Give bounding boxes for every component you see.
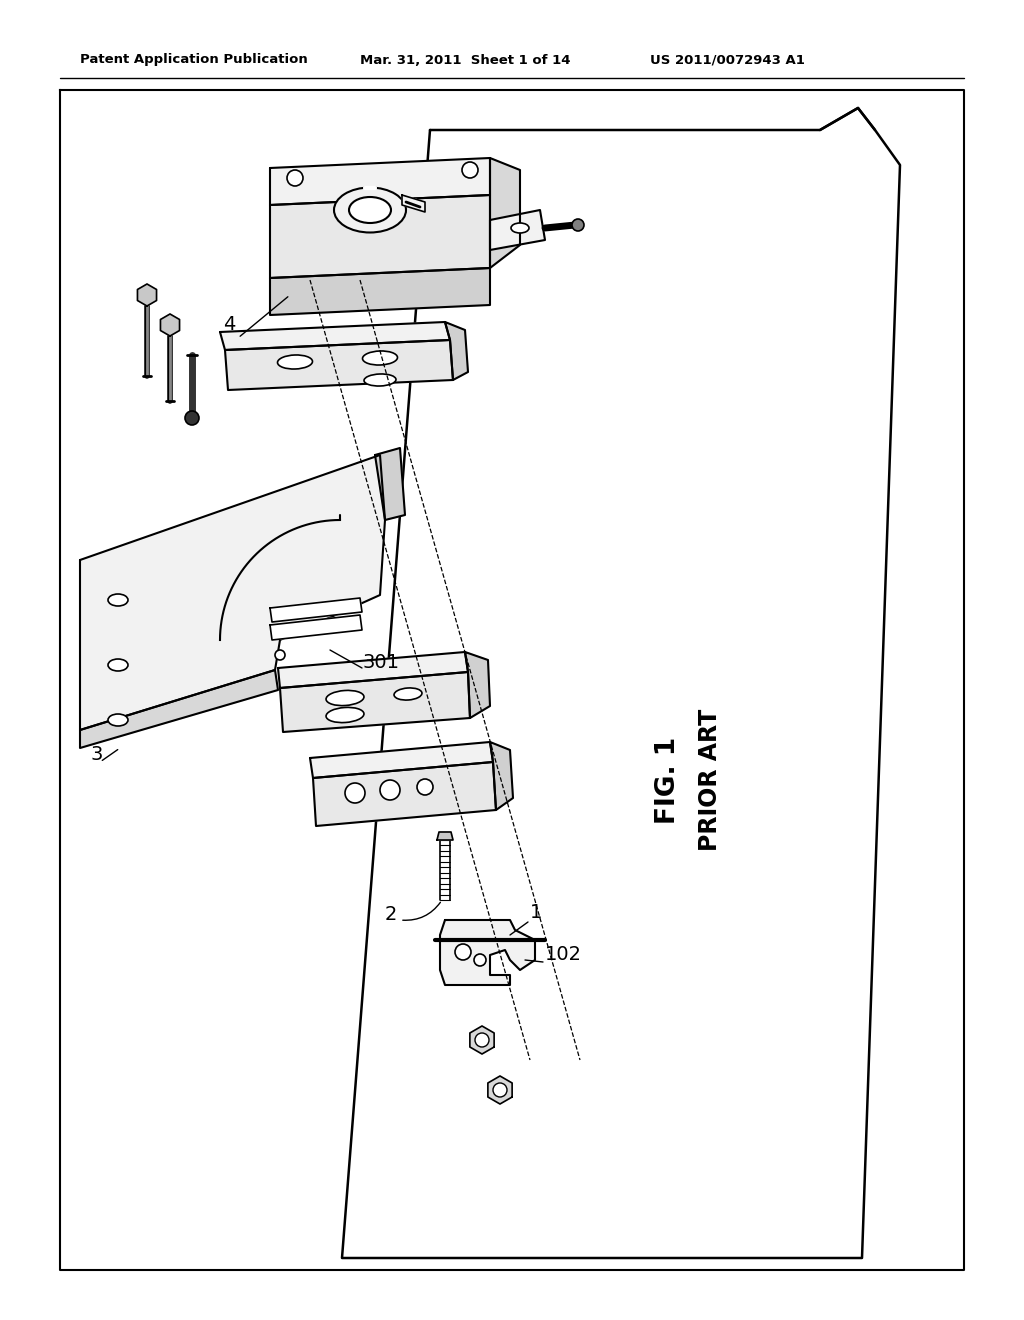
Text: 1: 1: [530, 903, 543, 921]
Polygon shape: [220, 322, 450, 350]
Text: 301: 301: [362, 653, 399, 672]
Ellipse shape: [326, 690, 364, 706]
Text: Patent Application Publication: Patent Application Publication: [80, 54, 308, 66]
Polygon shape: [137, 284, 157, 306]
Polygon shape: [402, 195, 425, 213]
Polygon shape: [490, 158, 520, 268]
Circle shape: [455, 944, 471, 960]
Polygon shape: [313, 762, 496, 826]
Ellipse shape: [362, 351, 397, 366]
Polygon shape: [445, 322, 468, 380]
Ellipse shape: [108, 714, 128, 726]
Circle shape: [417, 779, 433, 795]
Circle shape: [185, 411, 199, 425]
Polygon shape: [470, 1026, 495, 1053]
Ellipse shape: [108, 594, 128, 606]
Polygon shape: [375, 447, 406, 520]
Ellipse shape: [394, 688, 422, 700]
Polygon shape: [280, 672, 470, 733]
Polygon shape: [270, 598, 362, 622]
Polygon shape: [270, 268, 490, 315]
Polygon shape: [487, 1076, 512, 1104]
Polygon shape: [161, 314, 179, 337]
Text: Mar. 31, 2011  Sheet 1 of 14: Mar. 31, 2011 Sheet 1 of 14: [360, 54, 570, 66]
Ellipse shape: [278, 355, 312, 370]
Polygon shape: [270, 158, 490, 205]
Circle shape: [572, 219, 584, 231]
Polygon shape: [310, 742, 493, 777]
Polygon shape: [80, 455, 385, 730]
Ellipse shape: [108, 659, 128, 671]
Polygon shape: [490, 742, 513, 810]
Ellipse shape: [511, 223, 529, 234]
Polygon shape: [342, 108, 900, 1258]
Circle shape: [462, 162, 478, 178]
Text: 2: 2: [385, 906, 397, 924]
Polygon shape: [270, 615, 362, 640]
Circle shape: [493, 1082, 507, 1097]
Polygon shape: [278, 652, 468, 688]
Polygon shape: [440, 920, 535, 985]
Text: PRIOR ART: PRIOR ART: [698, 709, 722, 851]
Text: 102: 102: [545, 945, 582, 964]
Polygon shape: [465, 652, 490, 718]
Circle shape: [345, 783, 365, 803]
Text: 4: 4: [223, 315, 236, 334]
Text: 3: 3: [90, 744, 102, 764]
Ellipse shape: [349, 197, 391, 223]
Circle shape: [380, 780, 400, 800]
Circle shape: [474, 954, 486, 966]
Text: FIG. 1: FIG. 1: [655, 737, 681, 824]
Text: US 2011/0072943 A1: US 2011/0072943 A1: [650, 54, 805, 66]
Polygon shape: [490, 210, 545, 249]
Ellipse shape: [364, 374, 396, 385]
Ellipse shape: [326, 708, 364, 722]
Ellipse shape: [334, 187, 406, 232]
Polygon shape: [80, 671, 278, 748]
Polygon shape: [437, 832, 453, 840]
Circle shape: [275, 649, 285, 660]
Polygon shape: [225, 341, 453, 389]
Polygon shape: [270, 195, 490, 279]
Circle shape: [287, 170, 303, 186]
Circle shape: [475, 1034, 489, 1047]
